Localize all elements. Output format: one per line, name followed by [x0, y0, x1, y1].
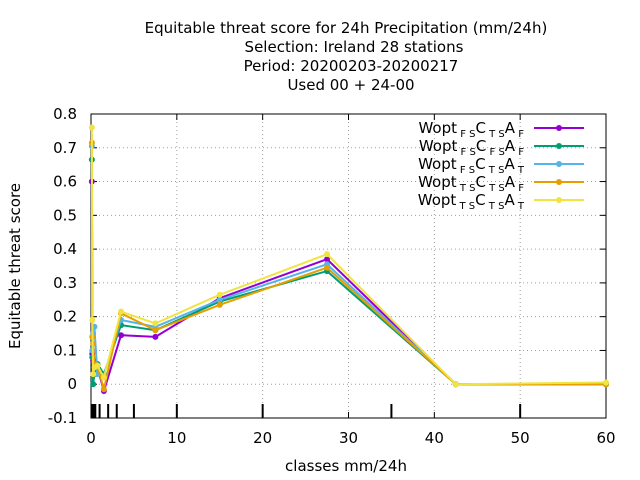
series-5	[88, 124, 609, 388]
title-line-3: Period: 20200203-20200217	[244, 57, 459, 75]
data-point	[603, 379, 609, 386]
chart-title: Equitable threat score for 24h Precipita…	[145, 19, 548, 94]
title-line-1: Equitable threat score for 24h Precipita…	[145, 19, 548, 37]
legend-marker	[556, 143, 562, 149]
legend-label: Wopt F SC T SA F	[418, 119, 524, 140]
title-line-4: Used 00 + 24-00	[287, 76, 414, 94]
legend-entry: Wopt F SC T SA T	[418, 155, 584, 176]
data-point	[324, 264, 331, 271]
y-tick-label: 0.5	[53, 206, 77, 224]
legend-marker	[556, 179, 562, 185]
grid	[91, 114, 606, 418]
title-line-2: Selection: Ireland 28 stations	[245, 38, 464, 56]
legend-entry: Wopt T SC T SA F	[418, 173, 584, 194]
y-axis-label: Equitable threat score	[6, 183, 24, 349]
data-point	[118, 332, 125, 339]
x-axis-label: classes mm/24h	[285, 457, 407, 475]
x-tick-label: 60	[596, 429, 615, 447]
data-point	[324, 256, 331, 263]
legend-label: Wopt T SC T SA F	[418, 173, 524, 194]
legend-label: Wopt F SC F SA F	[419, 137, 524, 158]
data-point	[324, 251, 331, 258]
x-tick-label: 0	[86, 429, 96, 447]
data-point	[216, 296, 223, 303]
y-axis-ticks: -0.1 0 0.1 0.2 0.3 0.4 0.5 0.6 0.7 0.8	[48, 105, 606, 427]
y-tick-label: 0.7	[53, 139, 77, 157]
x-tick-label: 30	[339, 429, 358, 447]
data-point	[216, 291, 223, 298]
y-tick-label: 0.8	[53, 105, 77, 123]
legend-entry: Wopt T SC T SA T	[418, 191, 584, 212]
y-tick-label: 0.4	[53, 240, 77, 258]
data-point	[100, 386, 107, 393]
data-point	[152, 320, 159, 327]
data-point	[90, 371, 97, 378]
y-tick-label: 0.6	[53, 173, 77, 191]
y-tick-label: 0.2	[53, 308, 77, 326]
series-2	[88, 156, 609, 388]
data-point	[90, 381, 97, 388]
class-marks	[90, 404, 522, 418]
legend-entry: Wopt F SC F SA F	[419, 137, 584, 158]
series-line	[90, 146, 606, 386]
y-tick-label: 0.3	[53, 274, 77, 292]
x-tick-label: 20	[253, 429, 272, 447]
legend-label: Wopt T SC T SA T	[418, 191, 525, 212]
legend-entry: Wopt F SC T SA F	[418, 119, 584, 140]
legend-label: Wopt F SC T SA T	[418, 155, 525, 176]
data-point	[118, 308, 125, 315]
y-tick-label: 0	[67, 375, 77, 393]
legend-marker	[556, 161, 562, 167]
data-point	[216, 301, 223, 308]
y-tick-label: 0.1	[53, 341, 77, 359]
y-tick-label: -0.1	[48, 409, 77, 427]
legend-marker	[556, 197, 562, 203]
x-tick-label: 40	[425, 429, 444, 447]
data-point	[100, 374, 107, 381]
data-point	[452, 381, 459, 388]
data-point	[89, 317, 96, 324]
data-point	[94, 362, 101, 369]
legend-marker	[556, 125, 562, 131]
x-tick-label: 50	[511, 429, 530, 447]
data-point	[88, 124, 95, 131]
data-point	[152, 333, 159, 340]
x-tick-label: 10	[167, 429, 186, 447]
plot-series	[88, 124, 609, 395]
data-point	[152, 327, 159, 334]
